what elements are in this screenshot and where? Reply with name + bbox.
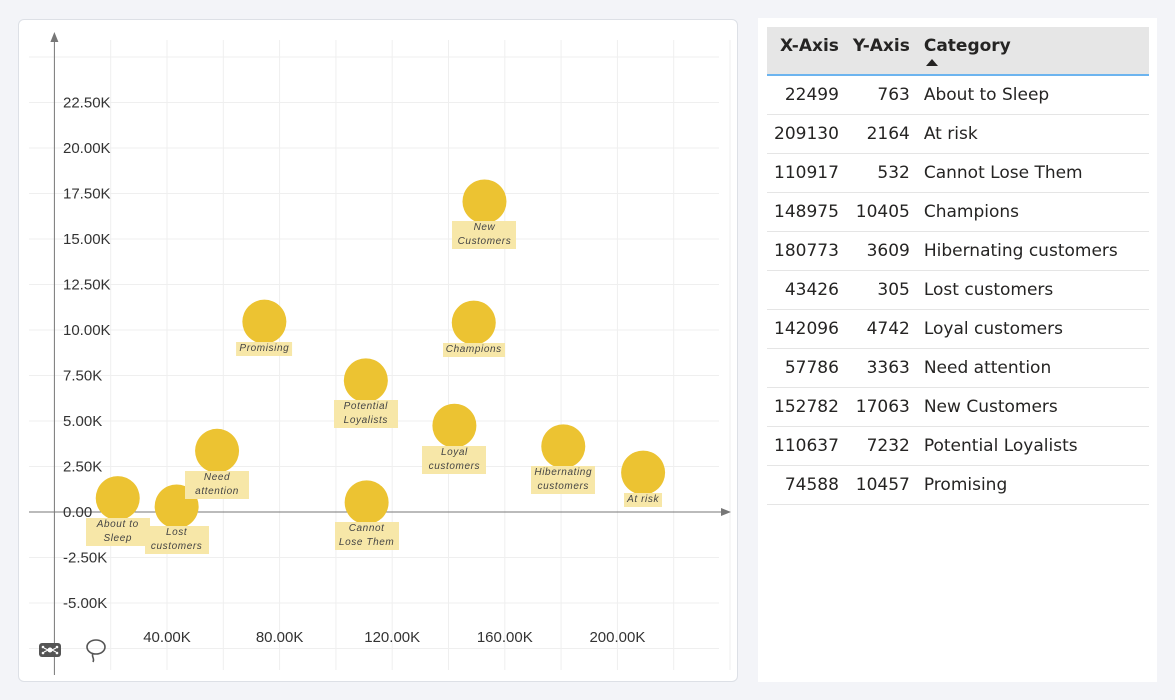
y-tick-label: 2.50K bbox=[63, 459, 102, 476]
x-axis-cell: 110637 bbox=[767, 426, 846, 466]
table-row[interactable]: 148975 10405 Champions bbox=[767, 192, 1149, 232]
bubble-point[interactable] bbox=[621, 450, 666, 495]
x-tick-label: 200.00K bbox=[589, 629, 645, 646]
y-tick-label: 5.00K bbox=[63, 413, 102, 430]
y-axis-cell: 532 bbox=[845, 153, 917, 193]
table-header-row: X-Axis Y-Axis Category bbox=[767, 27, 1149, 76]
bubble-label: New Customers bbox=[452, 221, 517, 250]
bubble-point[interactable] bbox=[95, 476, 140, 521]
category-cell: Champions bbox=[916, 192, 1149, 232]
x-axis-cell: 74588 bbox=[767, 465, 846, 505]
y-tick-label: 0.00 bbox=[63, 504, 92, 521]
sort-ascending-icon[interactable] bbox=[925, 59, 938, 66]
table-row[interactable]: 110637 7232 Potential Loyalists bbox=[767, 426, 1149, 466]
bubble-label: At risk bbox=[624, 492, 663, 507]
y-tick-label: 17.50K bbox=[63, 186, 111, 203]
x-axis-arrow-icon bbox=[721, 508, 731, 516]
x-tick-label: 120.00K bbox=[364, 629, 420, 646]
category-cell: Promising bbox=[916, 465, 1149, 505]
x-axis-cell: 209130 bbox=[767, 114, 846, 154]
bubble-point[interactable] bbox=[462, 179, 507, 224]
data-table: X-Axis Y-Axis Category 22499 763 About to … bbox=[767, 27, 1149, 505]
y-tick-label: 20.00K bbox=[63, 140, 111, 157]
bubble-label: About to Sleep bbox=[85, 518, 150, 547]
x-axis-cell: 180773 bbox=[767, 231, 846, 271]
column-header-y-axis[interactable]: Y-Axis bbox=[845, 27, 917, 76]
category-cell: Need attention bbox=[916, 348, 1149, 388]
bubble-label: Potential Loyalists bbox=[333, 400, 398, 429]
x-axis-cell: 22499 bbox=[767, 75, 846, 115]
table-row[interactable]: 142096 4742 Loyal customers bbox=[767, 309, 1149, 349]
bubble-label: Loyal customers bbox=[422, 445, 487, 474]
category-cell: New Customers bbox=[916, 387, 1149, 427]
column-header-x-axis[interactable]: X-Axis bbox=[767, 27, 846, 76]
y-axis-cell: 4742 bbox=[845, 309, 917, 349]
data-table-card: X-Axis Y-Axis Category 22499 763 About to … bbox=[758, 18, 1157, 682]
table-row[interactable]: 180773 3609 Hibernating customers bbox=[767, 231, 1149, 271]
bubble-point[interactable] bbox=[432, 403, 477, 448]
y-axis-cell: 7232 bbox=[845, 426, 917, 466]
table-row[interactable]: 43426 305 Lost customers bbox=[767, 270, 1149, 310]
y-axis-arrow-icon bbox=[50, 32, 59, 42]
table-row[interactable]: 152782 17063 New Customers bbox=[767, 387, 1149, 427]
x-axis-cell: 142096 bbox=[767, 309, 846, 349]
y-tick-label: 22.50K bbox=[63, 95, 111, 112]
bubble-point[interactable] bbox=[195, 428, 240, 473]
y-axis-cell: 10457 bbox=[845, 465, 917, 505]
bubble-point[interactable] bbox=[344, 480, 389, 525]
x-tick-label: 80.00K bbox=[256, 629, 304, 646]
category-cell: Potential Loyalists bbox=[916, 426, 1149, 466]
y-tick-label: -2.50K bbox=[63, 550, 107, 567]
y-tick-label: -5.00K bbox=[63, 595, 107, 612]
bubble-point[interactable] bbox=[451, 300, 496, 345]
category-cell: About to Sleep bbox=[916, 75, 1149, 115]
lasso-select-icon[interactable] bbox=[85, 638, 107, 669]
scatter-chart-card: -5.00K -2.50K 0.00 2.50K 5.00K 7.50K 10.00K 12.… bbox=[18, 19, 738, 682]
bubble-label: Promising bbox=[236, 341, 293, 356]
y-tick-label: 7.50K bbox=[63, 368, 102, 385]
x-axis-cell: 43426 bbox=[767, 270, 846, 310]
scatter-chart: -5.00K -2.50K 0.00 2.50K 5.00K 7.50K 10.00K 12.… bbox=[29, 32, 731, 675]
y-axis-cell: 3609 bbox=[845, 231, 917, 271]
bubble-label: Lost customers bbox=[144, 526, 209, 555]
bubble-label: Need attention bbox=[185, 470, 250, 499]
y-axis-cell: 763 bbox=[845, 75, 917, 115]
bubble-point[interactable] bbox=[343, 358, 388, 403]
y-axis-cell: 2164 bbox=[845, 114, 917, 154]
x-tick-label: 40.00K bbox=[143, 629, 191, 646]
category-header-label: Category bbox=[923, 36, 1011, 56]
x-tick-label: 160.00K bbox=[477, 629, 533, 646]
x-axis-cell: 148975 bbox=[767, 192, 846, 232]
bubble-label: Champions bbox=[442, 342, 505, 357]
x-axis-cell: 110917 bbox=[767, 153, 846, 193]
y-tick-label: 10.00K bbox=[63, 322, 111, 339]
x-axis-cell: 57786 bbox=[767, 348, 846, 388]
y-axis-cell: 305 bbox=[845, 270, 917, 310]
table-row[interactable]: 74588 10457 Promising bbox=[767, 465, 1149, 505]
table-row[interactable]: 209130 2164 At risk bbox=[767, 114, 1149, 154]
category-cell: At risk bbox=[916, 114, 1149, 154]
category-cell: Lost customers bbox=[916, 270, 1149, 310]
category-cell: Hibernating customers bbox=[916, 231, 1149, 271]
category-cell: Cannot Lose Them bbox=[916, 153, 1149, 193]
focus-mode-icon[interactable] bbox=[38, 640, 62, 665]
bubble-label: Hibernating customers bbox=[531, 466, 596, 495]
x-axis-cell: 152782 bbox=[767, 387, 846, 427]
table-row[interactable]: 57786 3363 Need attention bbox=[767, 348, 1149, 388]
bubble-point[interactable] bbox=[242, 299, 287, 344]
y-axis-cell: 17063 bbox=[845, 387, 917, 427]
y-axis-cell: 10405 bbox=[845, 192, 917, 232]
table-row[interactable]: 22499 763 About to Sleep bbox=[767, 75, 1149, 115]
bubble-point[interactable] bbox=[541, 424, 586, 469]
column-header-category[interactable]: Category bbox=[916, 27, 1149, 76]
bubble-label: Cannot Lose Them bbox=[334, 522, 399, 551]
y-axis-cell: 3363 bbox=[845, 348, 917, 388]
table-row[interactable]: 110917 532 Cannot Lose Them bbox=[767, 153, 1149, 193]
y-tick-label: 15.00K bbox=[63, 231, 111, 248]
y-tick-label: 12.50K bbox=[63, 277, 111, 294]
category-cell: Loyal customers bbox=[916, 309, 1149, 349]
